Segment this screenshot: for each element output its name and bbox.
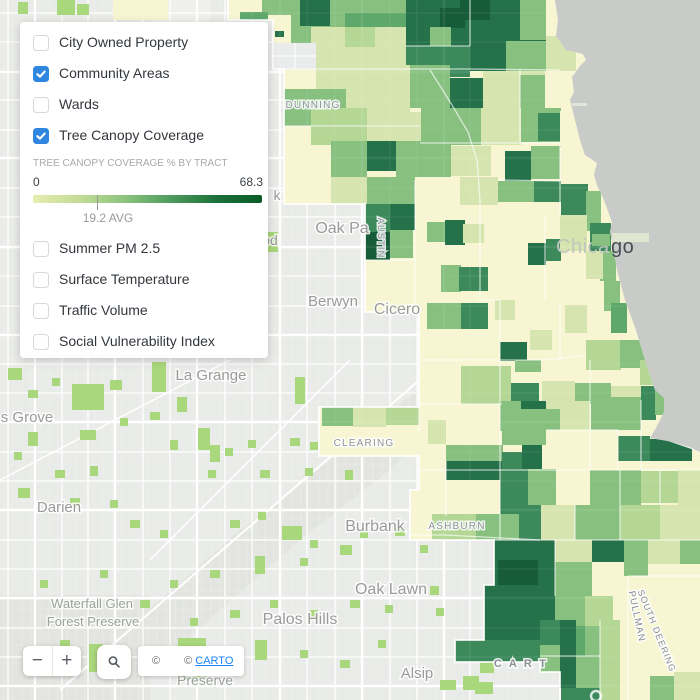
svg-text:Alsip: Alsip <box>401 665 434 682</box>
svg-text:Berwyn: Berwyn <box>308 293 358 310</box>
svg-text:Burbank: Burbank <box>345 518 406 535</box>
svg-text:La Grange: La Grange <box>176 367 247 384</box>
svg-text:k: k <box>274 187 282 203</box>
svg-text:La Grange: La Grange <box>176 367 247 384</box>
svg-text:ASHBURN: ASHBURN <box>428 521 485 532</box>
svg-text:Preserve: Preserve <box>177 672 233 688</box>
svg-text:DUNNING: DUNNING <box>285 100 340 111</box>
svg-text:Alsip: Alsip <box>401 665 434 682</box>
svg-text:Palos Hills: Palos Hills <box>263 611 338 628</box>
svg-text:Oak Pa: Oak Pa <box>315 220 368 237</box>
svg-text:CLEARING: CLEARING <box>334 438 395 449</box>
svg-text:ASHBURN: ASHBURN <box>428 521 485 532</box>
svg-text:Waterfall Glen: Waterfall Glen <box>51 596 133 611</box>
svg-text:Forest Preserve: Forest Preserve <box>47 614 139 629</box>
svg-text:Forest Preserve: Forest Preserve <box>47 614 139 629</box>
svg-text:Palos Hills: Palos Hills <box>263 611 338 628</box>
svg-text:k: k <box>274 187 282 203</box>
svg-text:CLEARING: CLEARING <box>334 438 395 449</box>
svg-text:Darien: Darien <box>37 499 81 516</box>
svg-text:Oak Pa: Oak Pa <box>315 220 368 237</box>
svg-text:AUSTIN: AUSTIN <box>375 218 386 259</box>
svg-text:Waterfall Glen: Waterfall Glen <box>51 596 133 611</box>
svg-text:DUNNING: DUNNING <box>285 100 340 111</box>
svg-text:s Grove: s Grove <box>1 409 54 426</box>
svg-text:Berwyn: Berwyn <box>308 293 358 310</box>
svg-text:go: go <box>611 236 634 258</box>
svg-text:AUSTIN: AUSTIN <box>375 218 386 259</box>
svg-text:Oak Lawn: Oak Lawn <box>355 581 427 598</box>
svg-text:Oak Lawn: Oak Lawn <box>355 581 427 598</box>
svg-text:Cicero: Cicero <box>374 301 420 318</box>
svg-text:Cicero: Cicero <box>374 301 420 318</box>
svg-text:C A R T: C A R T <box>494 658 548 670</box>
svg-text:Burbank: Burbank <box>345 518 406 535</box>
svg-text:Darien: Darien <box>37 499 81 516</box>
svg-text:s Grove: s Grove <box>1 409 54 426</box>
svg-text:C A R T: C A R T <box>494 658 548 670</box>
